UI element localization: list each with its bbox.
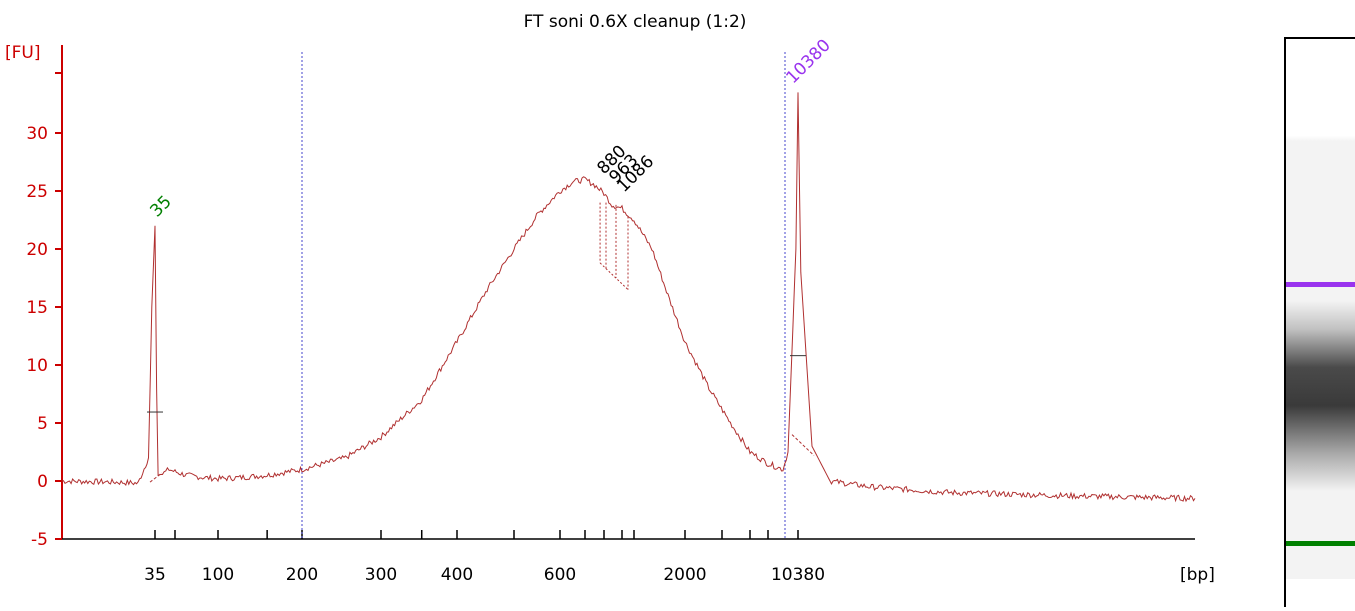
x-tick-label: 35 bbox=[144, 565, 166, 585]
x-tick-label: 400 bbox=[441, 565, 473, 585]
peak-baseline bbox=[791, 434, 815, 456]
y-tick-label: 5 bbox=[37, 414, 48, 434]
y-tick-label: 15 bbox=[26, 298, 48, 318]
y-tick-label: 0 bbox=[37, 472, 48, 492]
y-tick-label: 10 bbox=[26, 356, 48, 376]
marker-peak-label: 35 bbox=[146, 192, 175, 221]
x-tick-label: 600 bbox=[544, 565, 576, 585]
y-tick-label: -5 bbox=[31, 530, 48, 550]
x-axis-label: [bp] bbox=[1180, 565, 1215, 585]
y-tick-label: 20 bbox=[26, 240, 48, 260]
x-tick-label: 2000 bbox=[663, 565, 706, 585]
gel-lower-marker-band bbox=[1286, 541, 1355, 546]
x-tick-label: 300 bbox=[365, 565, 397, 585]
peak-baseline bbox=[149, 472, 163, 483]
x-tick-label: 200 bbox=[286, 565, 318, 585]
marker-peak-label: 10380 bbox=[782, 36, 834, 88]
y-tick-label: 30 bbox=[26, 124, 48, 144]
chart-title: FT soni 0.6X cleanup (1:2) bbox=[524, 12, 747, 32]
electropherogram-trace bbox=[61, 92, 1196, 503]
x-tick-label: 100 bbox=[202, 565, 234, 585]
gel-lane-image bbox=[1286, 39, 1355, 607]
sample-peak-baseline bbox=[599, 262, 629, 290]
gel-upper-marker-band bbox=[1286, 282, 1355, 287]
x-tick-label: 10380 bbox=[771, 565, 825, 585]
y-tick-label: 25 bbox=[26, 182, 48, 202]
y-axis-label: [FU] bbox=[5, 43, 41, 63]
electropherogram-chart: FT soni 0.6X cleanup (1:2) [FU] -5 0 5 10 15 20… bbox=[5, 12, 1215, 585]
gel-lane bbox=[1284, 37, 1355, 607]
